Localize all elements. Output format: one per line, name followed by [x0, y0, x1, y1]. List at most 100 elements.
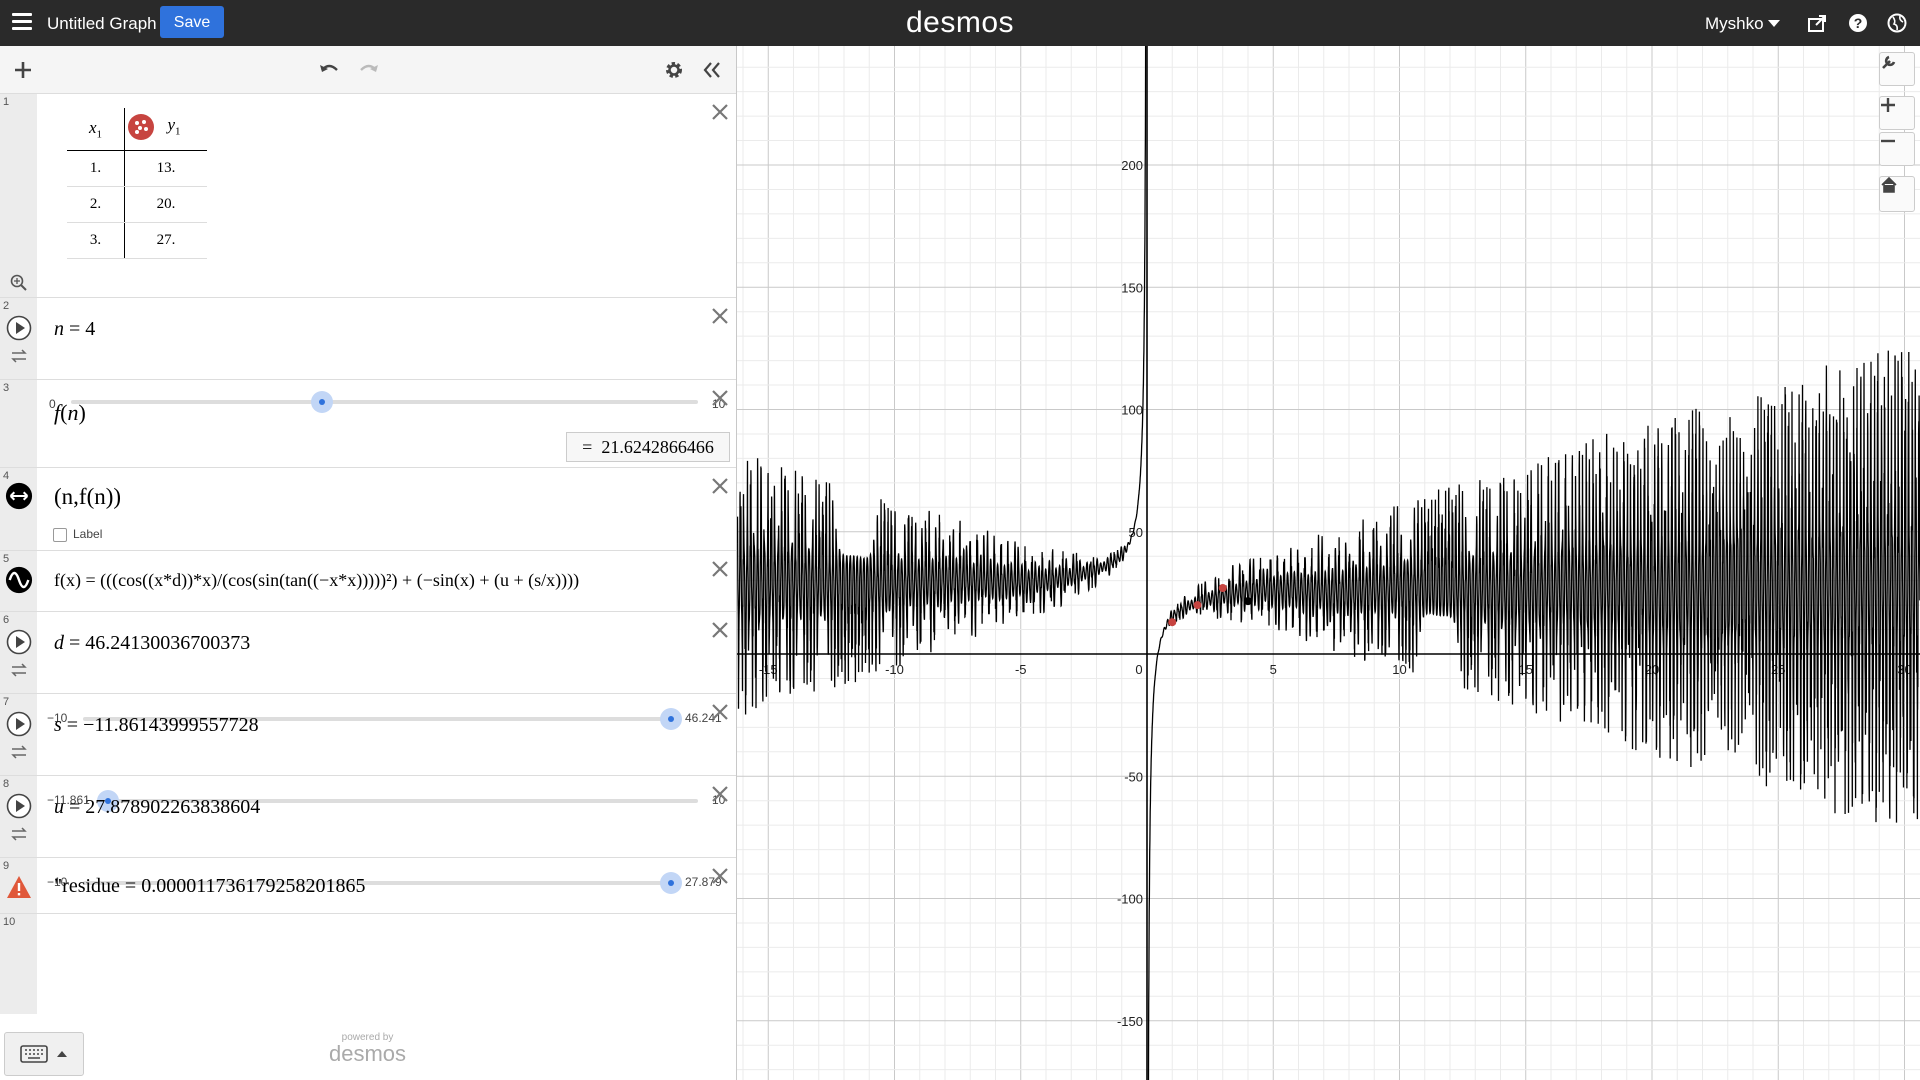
table-cell[interactable]: 1. [67, 150, 125, 187]
table-row[interactable]: 3. 27. [67, 222, 207, 259]
loop-icon[interactable] [5, 342, 33, 370]
svg-text:?: ? [1854, 15, 1863, 31]
zoom-fit-icon[interactable] [5, 269, 33, 297]
curve-style-icon[interactable] [5, 566, 33, 594]
user-menu[interactable]: Myshko [1705, 14, 1764, 33]
table-cell[interactable]: 13. [124, 150, 207, 187]
expression-math[interactable]: "residue = 0.000011736179258201865 [54, 875, 366, 897]
point-style-icon[interactable] [127, 113, 155, 141]
x-tick-label: -15 [759, 662, 778, 677]
graph-canvas[interactable]: -15 -10 -5 0 5 10 15 20 25 30 20015010050-50-100-… [737, 46, 1920, 1080]
row-number: 6 [3, 614, 10, 626]
expression-row-point[interactable]: 4 (n,f(n)) Label [0, 468, 736, 551]
slider-min[interactable]: −11.861 [47, 793, 90, 807]
language-icon[interactable] [1886, 12, 1908, 34]
evaluation-result: = 21.6242866466 [566, 432, 730, 462]
expression-math[interactable]: f(n) [54, 400, 86, 425]
table-point [1218, 583, 1227, 592]
play-icon[interactable] [5, 792, 33, 820]
collapse-icon[interactable] [700, 58, 724, 82]
expression-row-table[interactable]: 1 x1 y1 1. 13. 2. 20. 3. 27. [0, 94, 736, 298]
table-row[interactable]: 2. 20. [67, 186, 207, 223]
slider-knob[interactable] [97, 790, 119, 812]
add-icon[interactable] [11, 58, 35, 82]
redo-icon[interactable] [356, 58, 382, 82]
x-tick-label: 0 [1135, 662, 1142, 677]
loop-icon[interactable] [5, 738, 33, 766]
powered-by-brand: desmos [328, 1041, 407, 1066]
zoom-out-icon[interactable] [1879, 132, 1915, 166]
slider-knob[interactable] [660, 708, 682, 730]
delete-icon[interactable] [710, 102, 730, 122]
slider-min[interactable]: 0 [49, 397, 56, 411]
table-cell[interactable]: 27. [124, 222, 207, 259]
drag-point-icon[interactable] [5, 482, 33, 510]
expression-row-slider-s[interactable]: 7 s = −11.86143999557728 −11.861 10 [0, 694, 736, 812]
wrench-icon[interactable] [1879, 52, 1915, 86]
delete-icon[interactable] [710, 476, 730, 496]
save-button[interactable]: Save [160, 6, 224, 38]
table-cell[interactable]: 3. [67, 222, 125, 259]
x-tick-label: -10 [885, 662, 904, 677]
table-point [1193, 601, 1202, 610]
slider-knob[interactable] [310, 391, 333, 413]
play-icon[interactable] [5, 628, 33, 656]
delete-icon[interactable] [710, 388, 730, 408]
function-curve [737, 46, 1147, 715]
x-tick-label: 25 [1771, 662, 1785, 677]
expression-row-function[interactable]: 5 f(x) = (((cos((x*d))*x)/(cos(sin(tan((… [0, 551, 736, 612]
keyboard-toggle-button[interactable] [4, 1032, 84, 1076]
y-tick-label: 50 [1129, 525, 1143, 540]
loop-icon[interactable] [5, 656, 33, 684]
expression-math[interactable]: f(x) = (((cos((x*d))*x)/(cos(sin(tan((−x… [54, 570, 580, 590]
loop-icon[interactable] [5, 820, 33, 848]
delete-icon[interactable] [710, 784, 730, 804]
expression-math[interactable]: d = 46.24130036700373 [54, 632, 251, 654]
expression-math[interactable]: s = −11.86143999557728 [54, 714, 259, 736]
play-icon[interactable] [5, 710, 33, 738]
expression-row-warning[interactable]: 9 "residue = 0.000011736179258201865 [0, 858, 736, 914]
y-tick-label: -50 [1124, 769, 1143, 784]
zoom-in-icon[interactable] [1879, 96, 1915, 130]
warning-icon[interactable] [5, 873, 33, 901]
table-cell[interactable]: 20. [124, 186, 207, 223]
expression-row-fn[interactable]: 3 f(n) = 21.6242866466 [0, 380, 736, 468]
menu-icon[interactable] [12, 13, 32, 33]
table-cell[interactable]: 2. [67, 186, 125, 223]
delete-icon[interactable] [710, 306, 730, 326]
home-icon[interactable] [1879, 176, 1915, 212]
expression-row-slider-d[interactable]: 6 d = 46.24130036700373 −10 46.241 [0, 612, 736, 730]
delete-icon[interactable] [710, 866, 730, 886]
expression-row-slider-n[interactable]: 2 n = 4 0 10 [0, 298, 736, 413]
graph-title[interactable]: Untitled Graph [47, 14, 157, 33]
expression-math[interactable]: n = 4 [54, 318, 96, 340]
delete-icon[interactable] [710, 559, 730, 579]
table-header-x[interactable]: x1 [67, 108, 125, 151]
help-icon[interactable]: ? [1847, 12, 1869, 34]
undo-icon[interactable] [316, 58, 342, 82]
row-number: 10 [3, 916, 16, 928]
slider-min[interactable]: −10 [47, 711, 68, 725]
play-icon[interactable] [5, 314, 33, 342]
slider-min[interactable]: −10 [47, 875, 68, 889]
slider-knob[interactable] [660, 872, 682, 894]
graph-paper[interactable]: -15 -10 -5 0 5 10 15 20 25 30 200 150 100 50 -50 -100-… [737, 46, 1920, 1080]
slider-max[interactable]: 46.241 [685, 711, 722, 725]
desmos-logo: desmos [905, 6, 1015, 39]
expression-row-empty[interactable]: 10 [0, 914, 736, 1014]
delete-icon[interactable] [710, 702, 730, 722]
delete-icon[interactable] [710, 620, 730, 640]
settings-icon[interactable] [662, 58, 686, 82]
powered-by-desmos: powered by desmos [310, 1032, 425, 1067]
data-table[interactable]: x1 y1 1. 13. 2. 20. 3. 27. [67, 108, 207, 259]
table-row[interactable]: 1. 13. [67, 150, 207, 187]
expression-row-slider-u[interactable]: 8 u = 27.878902263838604 −10 27.879 [0, 776, 736, 894]
label-checkbox[interactable] [53, 528, 67, 542]
table-header-y[interactable]: y1 [124, 108, 207, 151]
slider-max[interactable]: 27.879 [685, 875, 722, 889]
expression-math[interactable]: (n,f(n)) [54, 484, 122, 509]
share-icon[interactable] [1807, 12, 1829, 34]
chevron-down-icon[interactable] [1768, 20, 1780, 27]
label-checkbox-text: Label [73, 527, 103, 541]
expression-math[interactable]: u = 27.878902263838604 [54, 796, 261, 818]
